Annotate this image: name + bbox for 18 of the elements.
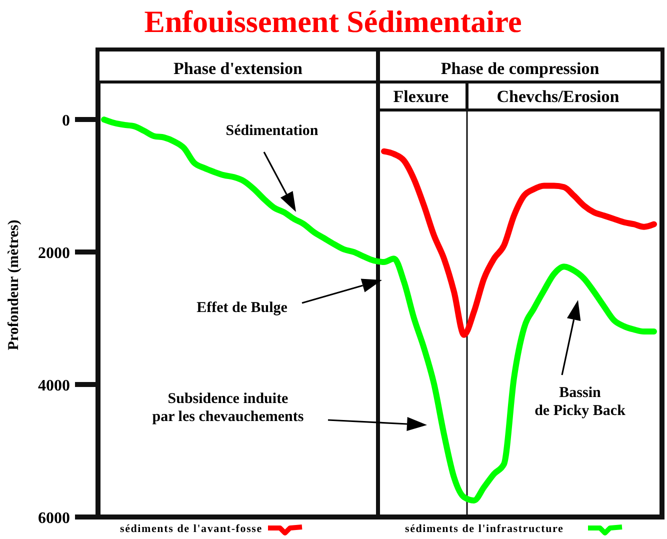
y-axis-title: Profondeur (mètres) (6, 220, 22, 350)
annotation: Chevchs/Erosion (496, 87, 620, 106)
annotation: Sédimentation (226, 123, 319, 139)
y-tick-label: 2000 (38, 245, 70, 262)
legend-entry: sédiments de l'infrastructure (405, 523, 622, 536)
y-tick-label: 0 (62, 112, 70, 130)
y-tick-label: 4000 (38, 378, 70, 395)
annotation: Flexure (393, 87, 450, 106)
chart-title: Enfouissement Sédimentaire (144, 4, 522, 39)
annotation: Effet de Bulge (196, 300, 288, 316)
legend-entry: sédiments de l'avant-fosse (120, 523, 302, 536)
annotation: Phase de compression (440, 59, 600, 78)
annotation: Phase d'extension (174, 59, 304, 78)
annotation: Subsidence induite par les chevauchements (152, 391, 304, 425)
annotation: Bassin de Picky Back (534, 385, 626, 419)
legend-label: sédiments de l'avant-fosse (120, 523, 262, 535)
legend-label: sédiments de l'infrastructure (405, 523, 564, 535)
y-tick-label: 6000 (38, 510, 70, 527)
